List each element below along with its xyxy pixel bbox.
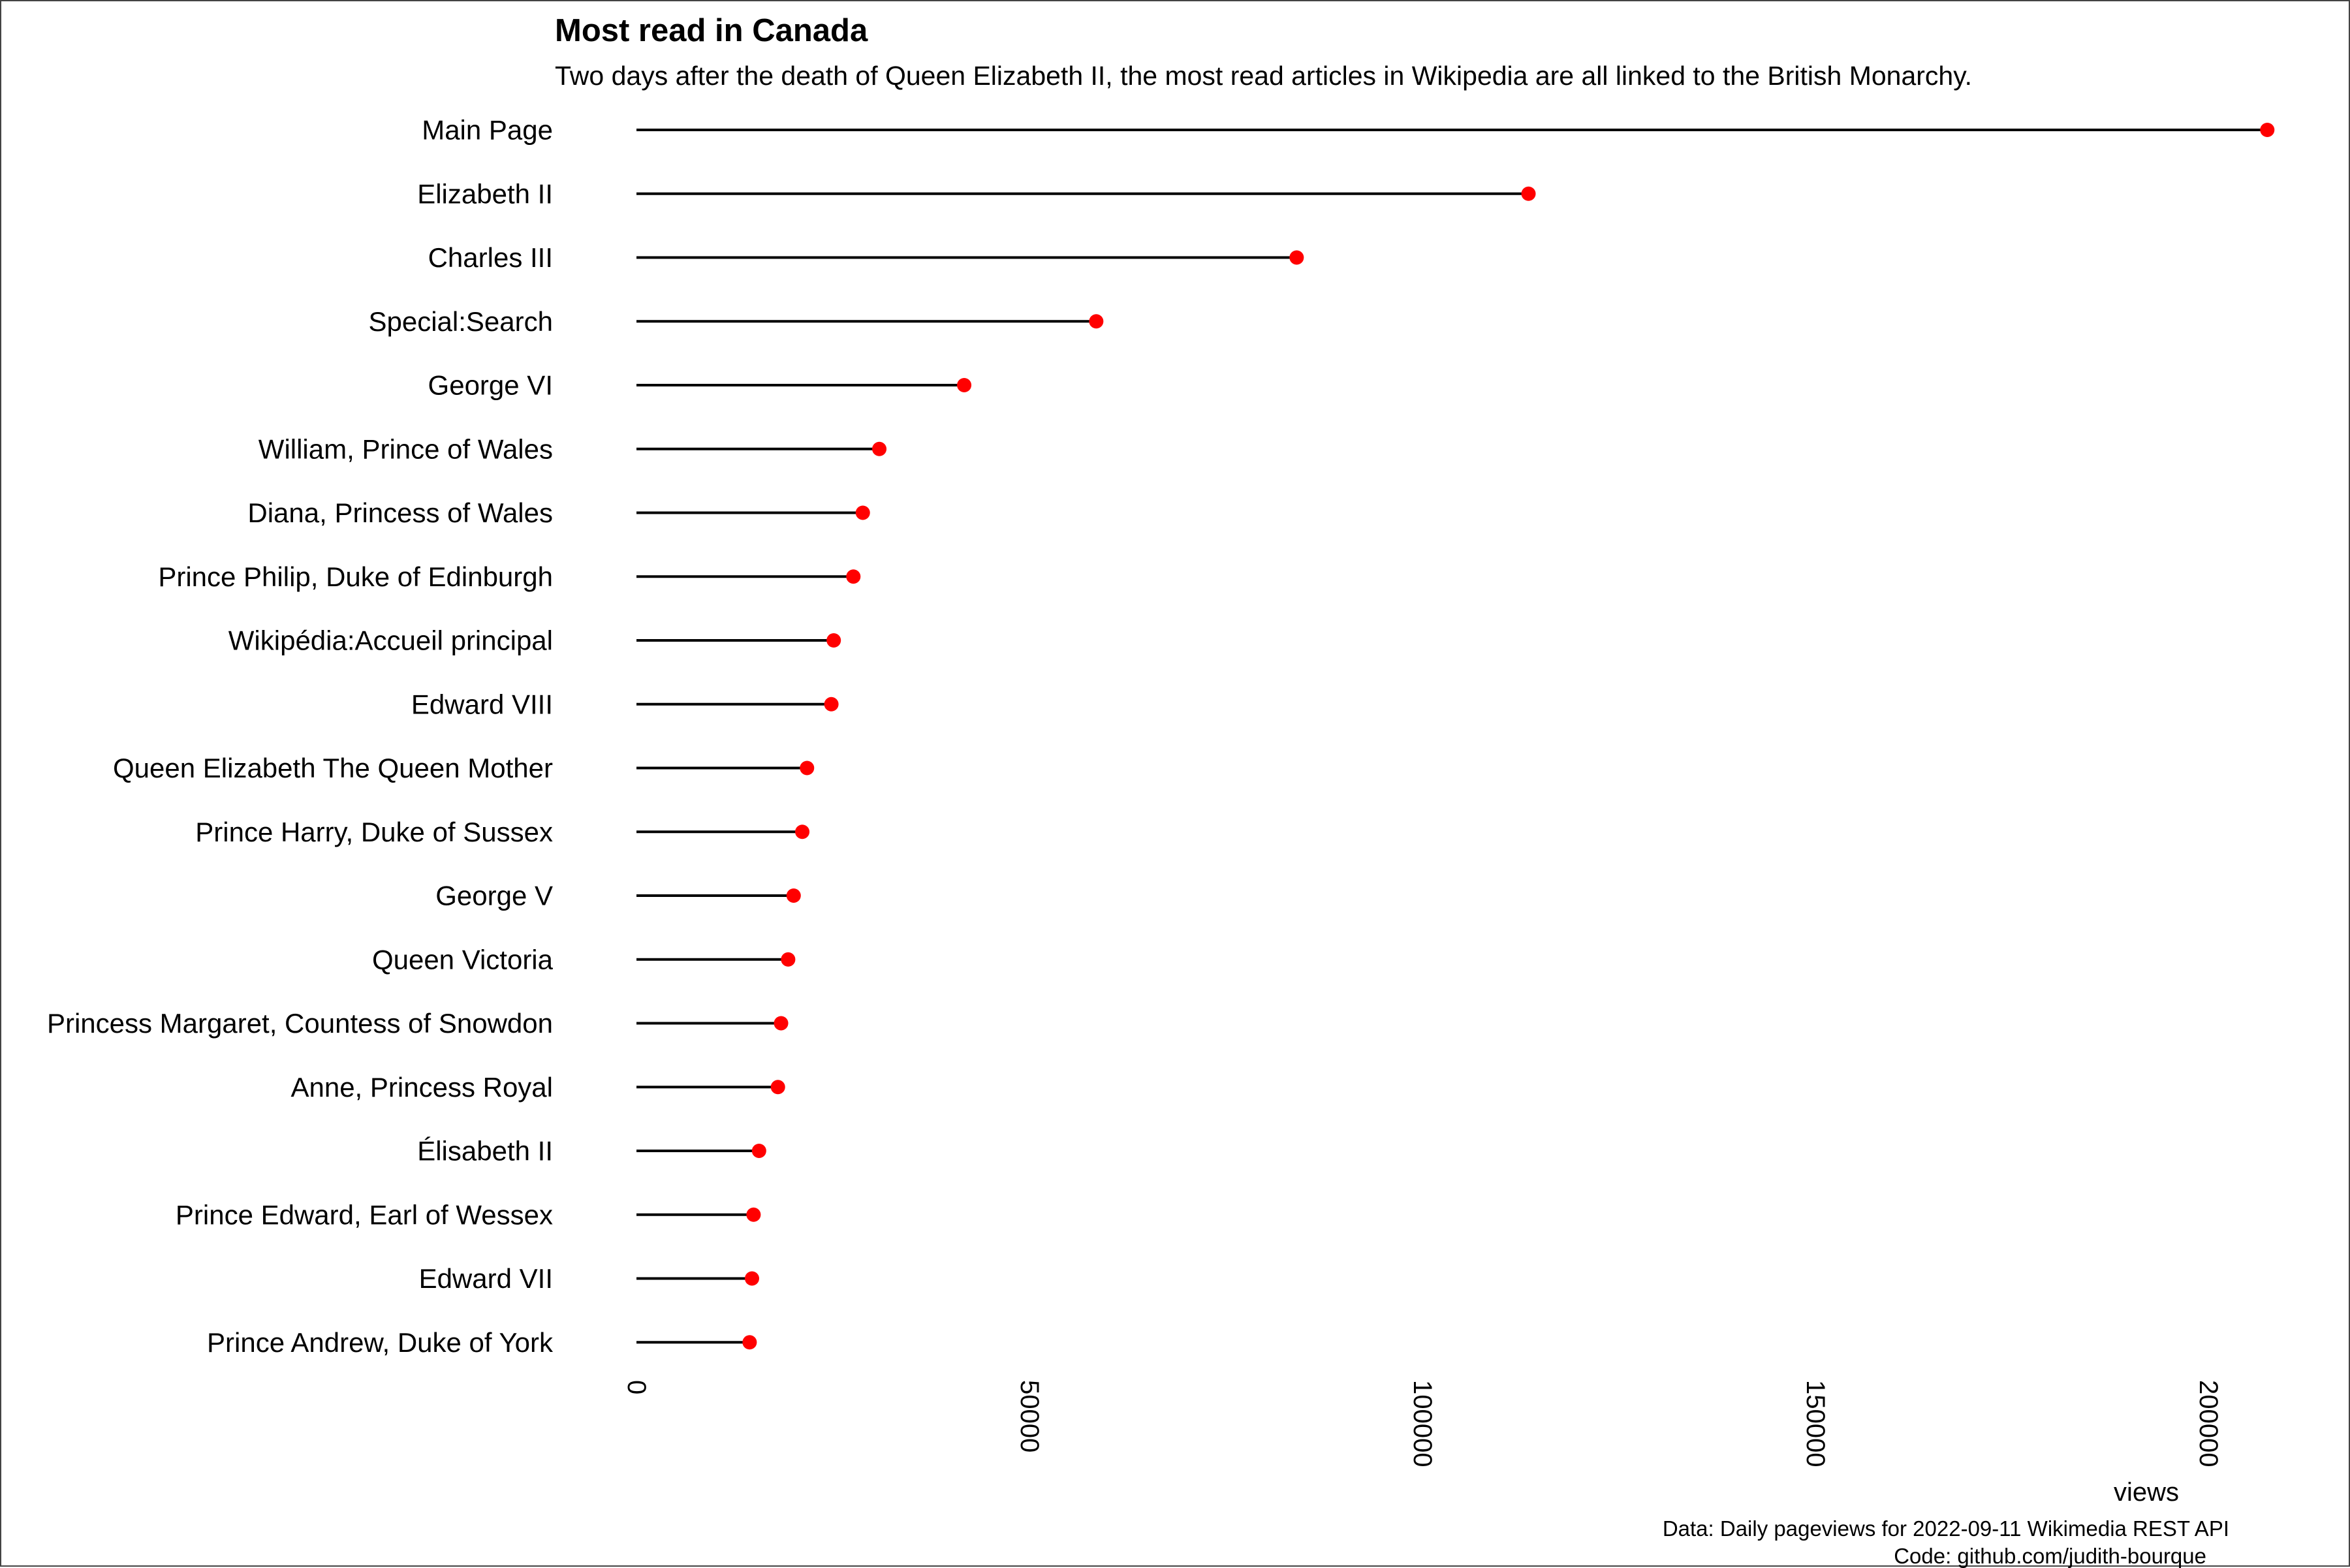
category-label: William, Prince of Wales [258, 433, 553, 464]
caption-code-source: Code: github.com/judith-bourque [1894, 1544, 2206, 1568]
lollipop-point [957, 378, 972, 392]
lollipop-point [795, 824, 810, 839]
lollipop-point [770, 1080, 785, 1095]
category-label: Princess Margaret, Countess of Snowdon [47, 1008, 553, 1039]
x-tick-label: 200000 [2194, 1380, 2223, 1467]
lollipop-point [786, 888, 801, 903]
category-label: George V [435, 881, 553, 911]
caption-data-source: Data: Daily pageviews for 2022-09-11 Wik… [1663, 1516, 2229, 1541]
x-axis-title: views [2114, 1478, 2179, 1507]
lollipop-point [826, 633, 841, 648]
x-tick-label: 50000 [1015, 1380, 1044, 1452]
lollipop-point [744, 1271, 759, 1286]
category-label: Prince Harry, Duke of Sussex [195, 817, 553, 847]
category-label: Wikipédia:Accueil principal [228, 625, 553, 656]
category-label: Edward VII [419, 1263, 553, 1294]
category-label: George VI [428, 370, 553, 401]
category-label: Special:Search [369, 306, 554, 337]
lollipop-point [774, 1016, 789, 1031]
category-label: Prince Edward, Earl of Wessex [176, 1199, 553, 1230]
x-tick-label: 150000 [1801, 1380, 1830, 1467]
lollipop-point [1089, 314, 1104, 329]
lollipop-point [846, 569, 861, 584]
category-label: Edward VIII [411, 689, 553, 719]
category-label: Elizabeth II [417, 178, 553, 209]
lollipop-point [746, 1207, 761, 1222]
lollipop-point [2260, 123, 2275, 137]
lollipop-point [1289, 250, 1304, 265]
chart-title: Most read in Canada [555, 13, 868, 48]
category-label: Prince Andrew, Duke of York [207, 1327, 554, 1358]
category-label: Prince Philip, Duke of Edinburgh [158, 561, 553, 592]
category-label: Anne, Princess Royal [290, 1072, 553, 1103]
category-label: Diana, Princess of Wales [247, 497, 553, 528]
lollipop-point [800, 760, 815, 776]
lollipop-point [781, 952, 796, 967]
category-label: Élisabeth II [417, 1136, 553, 1167]
chart-marks: Main Page Elizabeth II Charles III Special:… [47, 115, 2275, 1358]
chart-subtitle: Two days after the death of Queen Elizab… [555, 61, 1972, 91]
category-label: Charles III [428, 242, 553, 273]
lollipop-point [824, 697, 839, 712]
x-tick-label: 0 [622, 1380, 651, 1394]
lollipop-point [742, 1335, 757, 1350]
category-label: Main Page [422, 115, 553, 146]
lollipop-point [855, 505, 870, 520]
lollipop-point [1521, 186, 1536, 201]
x-tick-label: 100000 [1408, 1380, 1437, 1467]
lollipop-point [751, 1144, 766, 1158]
lollipop-point [872, 441, 887, 456]
category-label: Queen Victoria [372, 944, 554, 975]
category-label: Queen Elizabeth The Queen Mother [113, 753, 553, 783]
x-axis: 0 50000 100000 150000 200000 [622, 1380, 2223, 1467]
